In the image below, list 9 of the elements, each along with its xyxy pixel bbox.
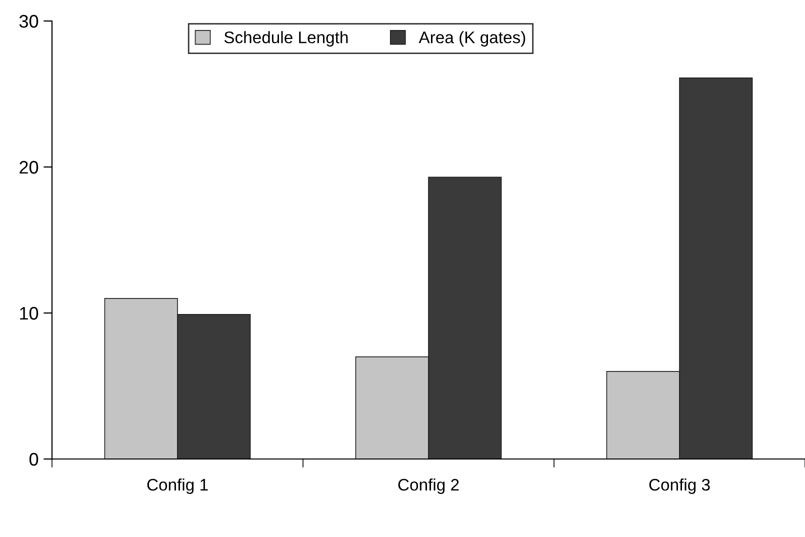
y-tick-label: 20 [20, 160, 38, 174]
y-tick-label: 30 [19, 14, 38, 28]
legend-label: Schedule Length [224, 31, 348, 47]
x-tick-label: Config 1 [147, 478, 208, 494]
x-tick-label: Config 3 [649, 478, 710, 494]
y-tick-label: 0 [29, 452, 38, 466]
x-tick-label: Config 2 [398, 478, 459, 494]
legend-label: Area (K gates) [418, 31, 526, 47]
y-tick-label: 10 [20, 306, 38, 320]
